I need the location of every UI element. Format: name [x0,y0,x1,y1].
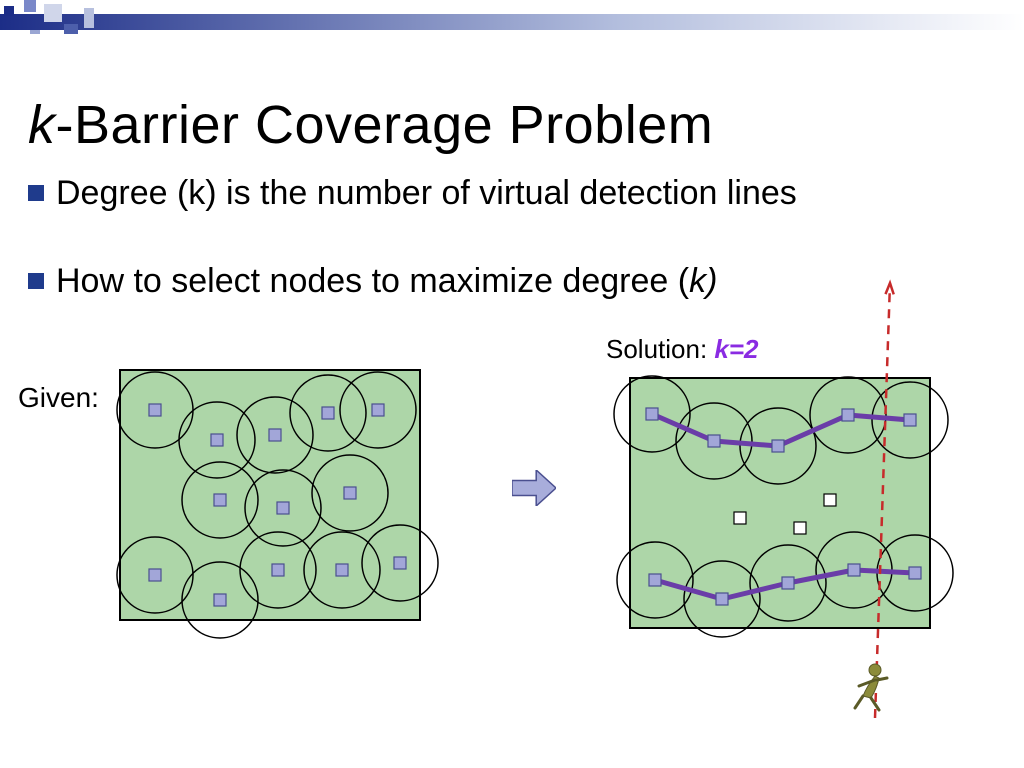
given-diagram [80,330,460,660]
title-prefix: k [28,95,56,155]
bullet-1-text: Degree (k) is the number of virtual dete… [56,174,797,212]
top-gradient-bar [0,0,1024,34]
slide-title: k-Barrier Coverage Problem [28,94,713,156]
arrow-right-icon [512,470,556,506]
bullet-1: Degree (k) is the number of virtual dete… [28,172,988,215]
bullet-square-icon [28,185,44,201]
solution-diagram [590,268,990,748]
bullet-square-icon [28,273,44,289]
title-rest: -Barrier Coverage Problem [56,95,714,155]
